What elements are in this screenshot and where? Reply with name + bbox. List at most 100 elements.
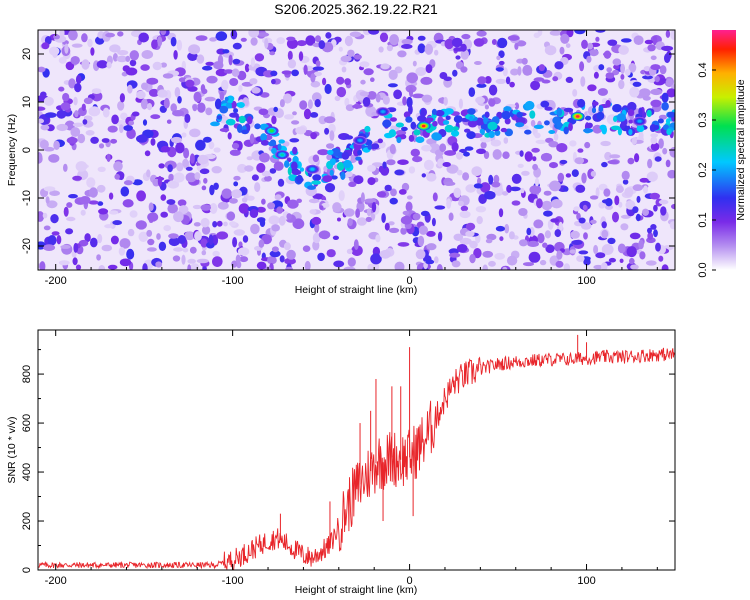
heatmap-noise-blob xyxy=(553,133,559,141)
heatmap-noise-blob xyxy=(565,173,572,178)
heatmap-noise-blob xyxy=(81,59,90,70)
heatmap-ridge-blob xyxy=(311,180,321,185)
heatmap-ridge-blob xyxy=(254,123,261,130)
heatmap-ridge-blob xyxy=(340,171,346,180)
heatmap-noise-blob xyxy=(601,244,614,255)
heatmap-noise-blob xyxy=(203,177,208,184)
heatmap-noise-blob xyxy=(628,63,637,73)
heatmap-noise-blob xyxy=(173,211,184,223)
heatmap-noise-blob xyxy=(476,216,483,225)
heatmap-ridge-blob xyxy=(260,133,267,142)
heatmap-noise-blob xyxy=(578,250,589,255)
snr-x-axis-label: Height of straight line (km) xyxy=(295,584,418,596)
heatmap-noise-blob xyxy=(624,68,631,76)
heatmap-noise-blob xyxy=(578,217,586,224)
heatmap-ridge-blob xyxy=(390,117,397,122)
heatmap-noise-blob xyxy=(480,141,487,149)
heatmap-noise-blob xyxy=(85,130,95,136)
heatmap-noise-blob xyxy=(271,115,277,125)
heatmap-noise-blob xyxy=(244,63,250,73)
heatmap-noise-blob xyxy=(336,76,345,85)
heatmap-noise-blob xyxy=(480,182,491,193)
heatmap-noise-blob xyxy=(456,244,468,253)
snr-x-tick-label: 100 xyxy=(577,575,595,587)
heatmap-ridge-blob xyxy=(494,129,501,136)
heatmap-ridge-blob xyxy=(577,98,586,108)
heatmap-noise-blob xyxy=(286,36,296,41)
heatmap-noise-blob xyxy=(228,54,233,66)
heatmap-noise-blob xyxy=(520,187,525,194)
heatmap-noise-blob xyxy=(325,32,332,39)
heatmap-noise-blob xyxy=(464,146,474,151)
heatmap-noise-blob xyxy=(522,262,535,267)
heatmap-noise-blob xyxy=(119,238,131,249)
heatmap-noise-blob xyxy=(458,98,463,109)
heatmap-noise-blob xyxy=(485,238,493,244)
heatmap-noise-blob xyxy=(277,178,285,187)
heatmap-noise-blob xyxy=(340,55,352,63)
heatmap-noise-blob xyxy=(287,199,299,209)
heatmap-x-axis-label: Height of straight line (km) xyxy=(295,284,418,296)
heatmap-noise-blob xyxy=(388,227,400,233)
heatmap-ridge-blob xyxy=(653,125,660,130)
heatmap-noise-blob xyxy=(195,139,206,151)
heatmap-noise-blob xyxy=(622,179,629,185)
heatmap-noise-blob xyxy=(83,97,93,105)
heatmap-ridge-blob xyxy=(484,111,490,118)
heatmap-noise-blob xyxy=(548,141,559,148)
heatmap-noise-blob xyxy=(671,84,675,90)
heatmap-noise-blob xyxy=(132,179,143,186)
heatmap-noise-blob xyxy=(600,140,611,147)
heatmap-noise-blob xyxy=(125,55,131,63)
heatmap-noise-blob xyxy=(497,37,508,49)
snr-x-tick-label: -100 xyxy=(222,575,244,587)
heatmap-noise-blob xyxy=(491,39,497,45)
heatmap-ridge-blob xyxy=(667,111,675,118)
heatmap-noise-blob xyxy=(589,49,599,57)
heatmap-noise-blob xyxy=(370,253,382,265)
heatmap-ridge-blob xyxy=(540,100,550,108)
heatmap-noise-blob xyxy=(63,206,69,217)
heatmap-noise-blob xyxy=(256,206,266,213)
heatmap-noise-blob xyxy=(607,237,616,245)
heatmap-noise-blob xyxy=(590,219,597,224)
heatmap-noise-blob xyxy=(311,216,322,225)
heatmap-noise-blob xyxy=(62,92,70,102)
heatmap-noise-blob xyxy=(75,74,82,85)
heatmap-noise-blob xyxy=(317,252,325,262)
heatmap-noise-blob xyxy=(289,138,300,143)
heatmap-noise-blob xyxy=(603,50,612,59)
heatmap-noise-blob xyxy=(488,84,498,96)
heatmap-noise-blob xyxy=(177,199,187,207)
heatmap-noise-blob xyxy=(462,172,470,181)
heatmap-noise-blob xyxy=(636,195,641,203)
heatmap-noise-blob xyxy=(494,252,506,260)
heatmap-noise-blob xyxy=(434,256,439,264)
heatmap-ridge-blob xyxy=(592,101,599,106)
heatmap-ridge-blob xyxy=(466,131,476,140)
heatmap-noise-blob xyxy=(68,30,78,41)
heatmap-noise-blob xyxy=(554,229,562,238)
heatmap-noise-blob xyxy=(181,254,186,265)
heatmap-noise-blob xyxy=(115,120,128,127)
heatmap-noise-blob xyxy=(488,174,494,185)
heatmap-noise-blob xyxy=(601,229,609,239)
heatmap-noise-blob xyxy=(538,64,546,72)
heatmap-noise-blob xyxy=(188,44,201,55)
heatmap-noise-blob xyxy=(147,212,159,222)
heatmap-noise-blob xyxy=(254,182,261,193)
heatmap-peak xyxy=(575,115,580,118)
heatmap-noise-blob xyxy=(607,160,619,165)
heatmap-ridge-blob xyxy=(229,112,239,118)
heatmap-noise-blob xyxy=(569,140,577,147)
heatmap-noise-blob xyxy=(270,70,278,77)
heatmap-noise-blob xyxy=(314,222,320,233)
heatmap-noise-blob xyxy=(264,38,269,49)
snr-y-axis-label: SNR (10 * v/v) xyxy=(6,416,18,483)
heatmap-noise-blob xyxy=(400,215,413,225)
heatmap-noise-blob xyxy=(125,67,138,76)
heatmap-noise-blob xyxy=(609,154,621,159)
heatmap-ridge-blob xyxy=(529,110,536,119)
heatmap-noise-blob xyxy=(642,95,651,101)
heatmap-noise-blob xyxy=(97,233,103,244)
